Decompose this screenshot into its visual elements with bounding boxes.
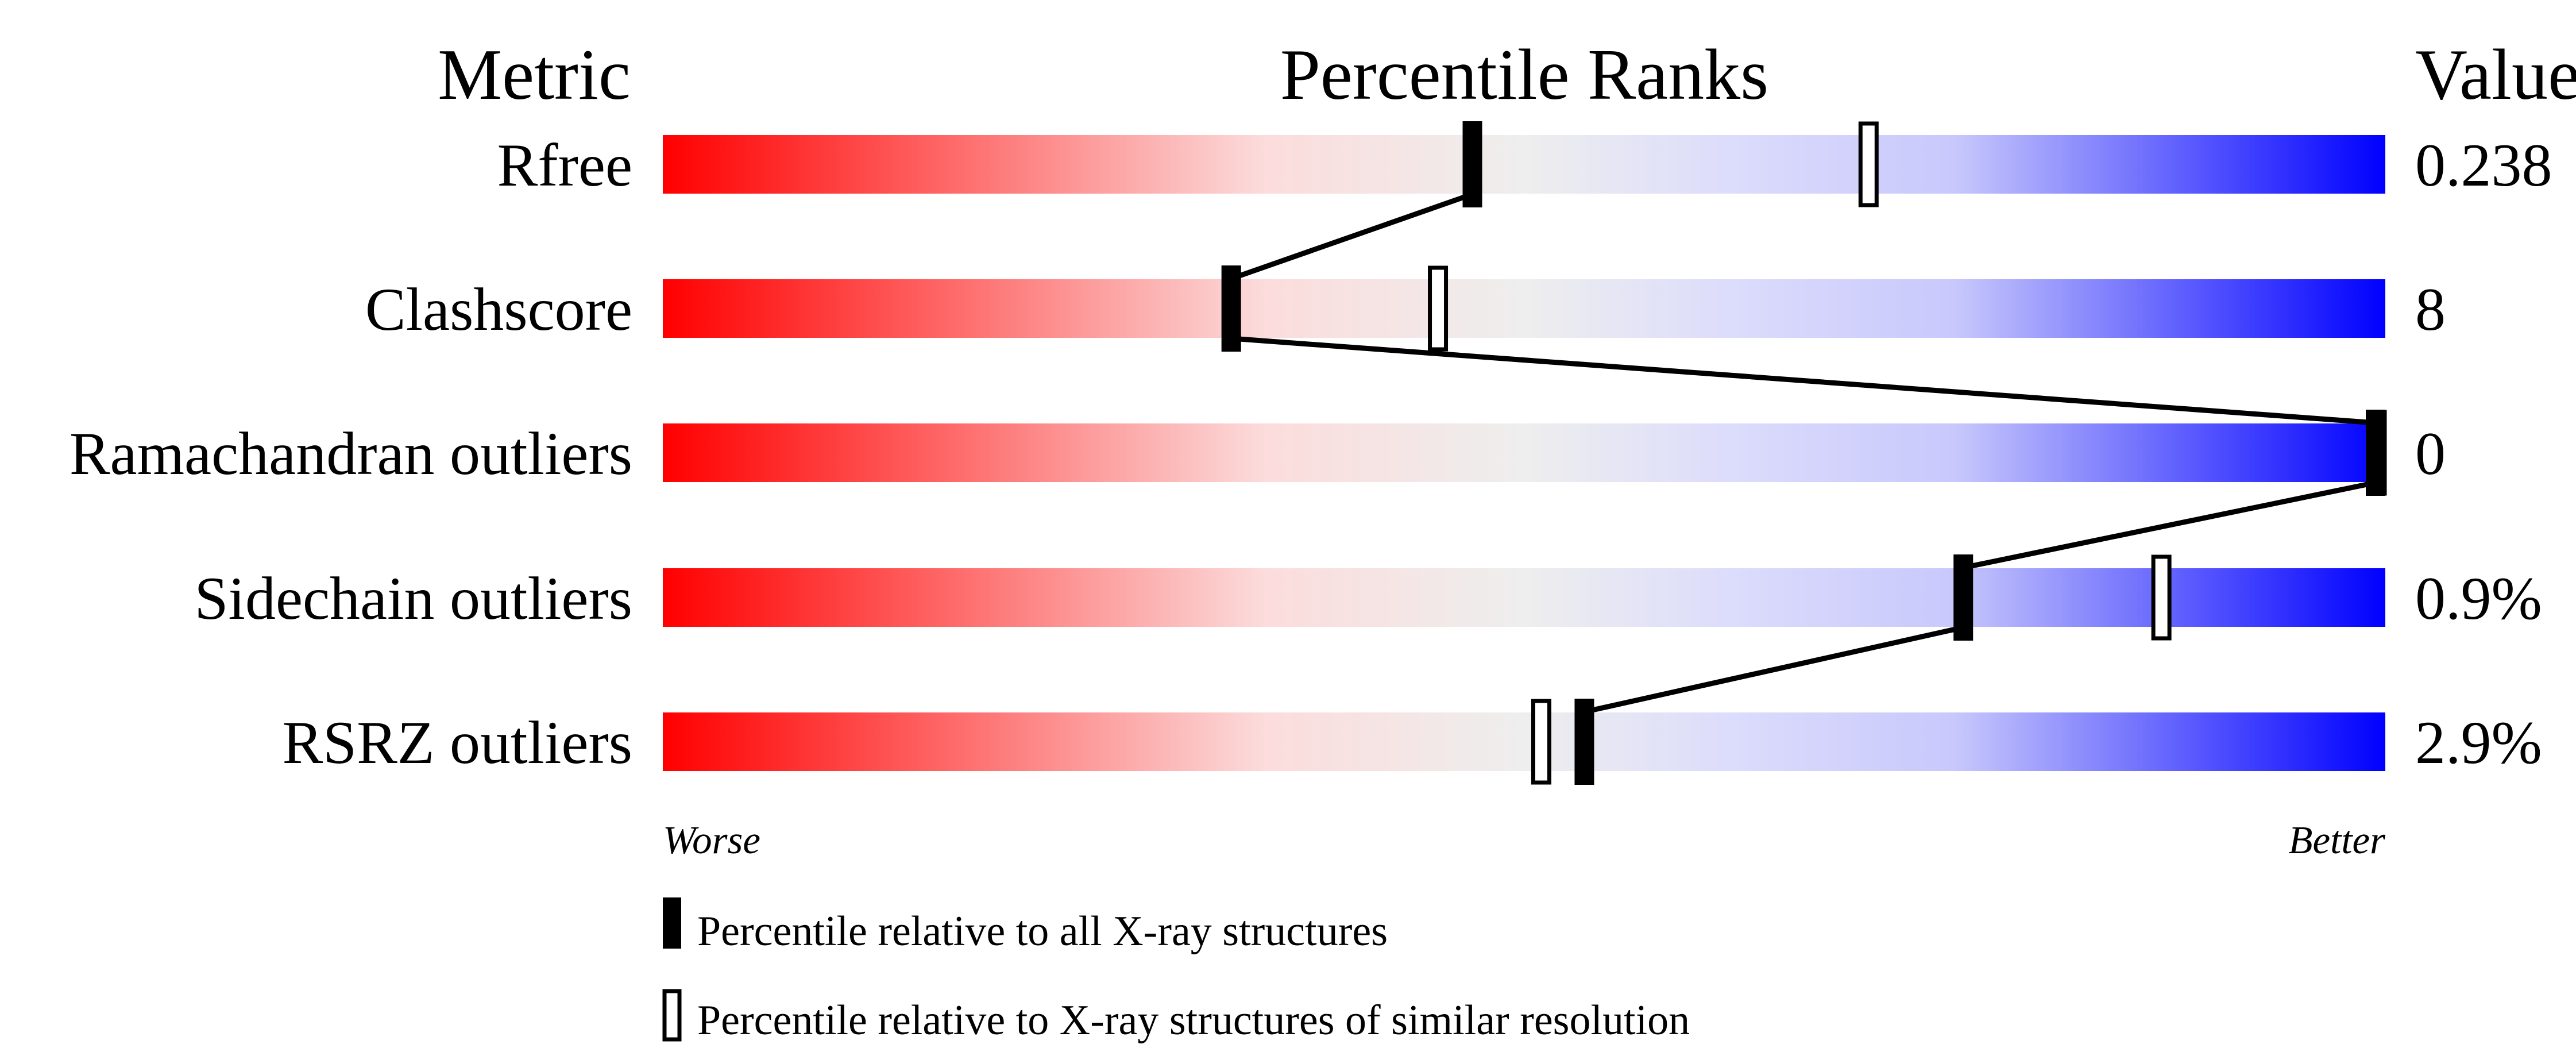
all-structures-marker xyxy=(1462,121,1482,207)
percentile-bar xyxy=(663,712,2385,771)
connector-line xyxy=(1584,625,1964,715)
legend-label-all: Percentile relative to all X-ray structu… xyxy=(697,908,1388,955)
percentile-bar xyxy=(663,135,2385,194)
percentile-bar xyxy=(663,423,2385,482)
metric-label: Ramachandran outliers xyxy=(69,420,632,487)
all-structures-marker xyxy=(1221,265,1241,352)
value-header: Value xyxy=(2415,35,2576,115)
similar-resolution-marker xyxy=(1428,265,1449,352)
metric-value: 0 xyxy=(2415,420,2446,487)
metric-value: 0.9% xyxy=(2415,565,2542,632)
metric-label: Sidechain outliers xyxy=(195,565,632,632)
metric-label: Clashscore xyxy=(365,276,632,343)
similar-resolution-marker xyxy=(2151,554,2172,641)
similar-resolution-marker xyxy=(1531,699,1551,785)
connector-line xyxy=(1231,336,2376,426)
better-label: Better xyxy=(2288,818,2386,862)
percentile-bar xyxy=(663,568,2385,627)
all-structures-marker xyxy=(2366,410,2385,496)
metric-header: Metric xyxy=(438,35,631,115)
all-structures-marker xyxy=(1953,554,1973,641)
metric-label: Rfree xyxy=(497,132,632,199)
percentile-ranks-header: Percentile Ranks xyxy=(1280,35,1768,115)
legend-label-similar: Percentile relative to X-ray structures … xyxy=(697,997,1690,1044)
percentile-bar xyxy=(663,279,2385,338)
legend-filled-marker xyxy=(663,897,681,949)
metric-value: 2.9% xyxy=(2415,709,2542,776)
metric-value: 8 xyxy=(2415,276,2446,343)
similar-resolution-marker xyxy=(1858,121,1879,207)
connector-line xyxy=(1963,480,2376,571)
metric-label: RSRZ outliers xyxy=(282,709,632,776)
worse-label: Worse xyxy=(663,818,760,862)
metric-value: 0.238 xyxy=(2415,132,2552,199)
legend-hollow-marker xyxy=(662,989,682,1042)
all-structures-marker xyxy=(1574,699,1594,785)
connector-line xyxy=(1230,191,1474,282)
